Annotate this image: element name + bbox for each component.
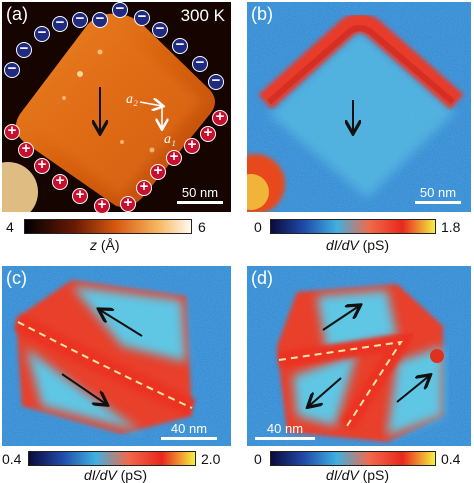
panel-d-arrow-2 — [309, 377, 342, 406]
colorbar-c-min: 0.4 — [2, 451, 22, 467]
negative-charge: − — [34, 25, 50, 42]
positive-charge: + — [18, 141, 34, 158]
negative-charge: − — [52, 15, 68, 32]
colorbar-d-min: 0 — [254, 451, 262, 467]
positive-charge: + — [166, 149, 182, 166]
panel-a-label: (a) — [6, 4, 28, 24]
positive-charge: + — [72, 187, 88, 204]
panel-c-label: (c) — [6, 268, 27, 288]
colorbar-b-variable: dI/dV — [326, 237, 359, 253]
panel-c-scale-text: 40 nm — [170, 421, 208, 436]
panel-d-label: (d) — [251, 268, 273, 288]
positive-charge: + — [184, 137, 200, 154]
positive-charge: + — [200, 125, 216, 142]
panel-c-conductance-map: (c) 40 nm — [2, 266, 231, 446]
colorbar-b-min: 0 — [254, 219, 262, 235]
panel-c-arrow-lower — [61, 373, 106, 404]
lattice-vector-a2: a₂ — [126, 92, 138, 107]
panel-b-label: (b) — [251, 4, 273, 24]
negative-charge: − — [16, 41, 32, 58]
colorbar-c — [28, 451, 196, 466]
panel-a-scale-bar: 50 nm — [177, 185, 223, 204]
positive-charge: + — [4, 123, 20, 140]
colorbar-a-min: 4 — [6, 219, 14, 235]
colorbar-d — [270, 451, 436, 466]
colorbar-a-max: 6 — [198, 219, 206, 235]
conductance-map-c — [2, 266, 231, 446]
colorbar-d-unit: (pS) — [358, 467, 390, 483]
panel-d-arrow-3 — [396, 376, 429, 403]
panel-a-scale-text: 50 nm — [181, 185, 219, 200]
positive-charge: + — [150, 163, 166, 180]
colorbar-d-label: dI/dV (pS) — [326, 467, 389, 483]
colorbar-a — [24, 219, 192, 234]
panel-b-scale-text: 50 nm — [419, 185, 457, 200]
positive-charge: + — [212, 109, 228, 126]
colorbar-c-max: 2.0 — [201, 451, 221, 467]
panel-d-scale-text: 40 nm — [266, 421, 304, 436]
panel-b-scale-bar: 50 nm — [415, 185, 461, 204]
positive-charge: + — [120, 195, 136, 212]
colorbar-a-label: z (Å) — [90, 237, 120, 253]
colorbar-c-label: dI/dV (pS) — [84, 467, 147, 483]
positive-charge: + — [52, 173, 68, 190]
negative-charge: − — [112, 1, 128, 18]
panel-b-conductance-map: (b) 50 nm — [247, 2, 471, 212]
colorbar-a-variable: z — [90, 237, 97, 253]
conductance-map-b — [247, 2, 471, 212]
colorbar-c-variable: dI/dV — [84, 467, 117, 483]
panel-a-topography: (a) 300 K a₂ a₁ 50 nm — [2, 2, 231, 212]
panel-c-arrow-upper — [100, 310, 143, 337]
colorbar-b — [270, 219, 436, 234]
colorbar-d-max: 0.4 — [441, 451, 461, 467]
lattice-vector-a1: a₁ — [164, 132, 176, 147]
negative-charge: − — [72, 11, 88, 28]
colorbar-b-max: 1.8 — [441, 219, 461, 235]
negative-charge: − — [134, 9, 150, 26]
positive-charge: + — [94, 197, 110, 214]
negative-charge: − — [172, 37, 188, 54]
positive-charge: + — [34, 157, 50, 174]
panel-c-scale-bar: 40 nm — [161, 421, 217, 440]
negative-charge: − — [4, 61, 20, 78]
panel-d-scale-bar: 40 nm — [255, 421, 315, 440]
positive-charge: + — [136, 179, 152, 196]
negative-charge: − — [192, 55, 208, 72]
negative-charge: − — [92, 11, 108, 28]
colorbar-b-unit: (pS) — [358, 237, 390, 253]
colorbar-d-variable: dI/dV — [326, 467, 359, 483]
panel-d-conductance-map: (d) 40 nm — [247, 266, 471, 446]
panel-d-arrow-1 — [322, 306, 359, 331]
conductance-map-d — [247, 266, 471, 446]
colorbar-c-unit: (pS) — [116, 467, 148, 483]
negative-charge: − — [208, 73, 224, 90]
negative-charge: − — [152, 21, 168, 38]
colorbar-a-unit: (Å) — [97, 237, 120, 253]
temperature-label: 300 K — [180, 6, 225, 25]
colorbar-b-label: dI/dV (pS) — [326, 237, 389, 253]
